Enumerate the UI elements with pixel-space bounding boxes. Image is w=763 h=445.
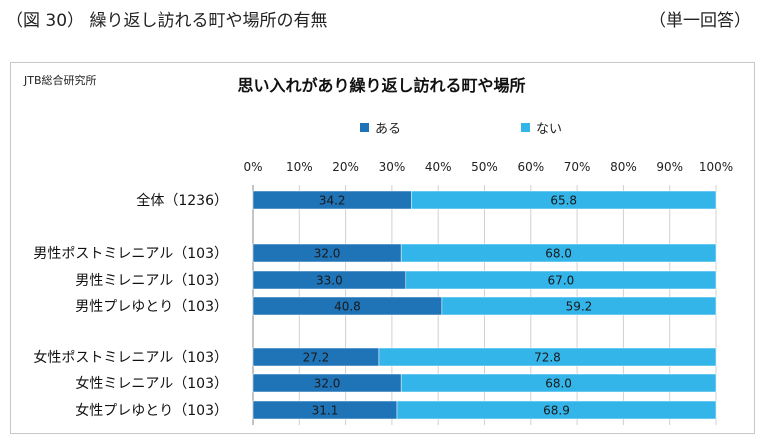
category-label: 男性ポストミレニアル（103） — [33, 246, 228, 262]
data-label: 68.9 — [543, 404, 570, 418]
legend-swatch-yes — [360, 123, 369, 132]
x-tick-label: 30% — [379, 160, 406, 174]
x-tick-label: 80% — [610, 160, 637, 174]
x-tick-label: 40% — [425, 160, 452, 174]
category-label: 全体（1236） — [136, 192, 228, 209]
data-label: 34.2 — [319, 194, 346, 208]
chart-legend: ある ない — [360, 118, 562, 137]
x-tick-label: 90% — [656, 160, 683, 174]
x-tick-label: 10% — [286, 160, 313, 174]
data-label: 68.0 — [545, 247, 572, 261]
answer-type-note: （単一回答） — [649, 11, 751, 31]
data-label: 40.8 — [334, 300, 361, 314]
category-label: 男性プレゆとり（103） — [75, 299, 228, 315]
x-tick-label: 100% — [699, 160, 733, 174]
bar-segment-no — [396, 400, 717, 420]
data-label: 33.0 — [316, 274, 343, 288]
bar-segment-no — [405, 270, 717, 290]
x-tick-label: 60% — [517, 160, 544, 174]
data-label: 67.0 — [548, 274, 575, 288]
x-tick-label: 70% — [564, 160, 591, 174]
legend-label-no: ない — [536, 122, 563, 137]
figure-title: （図 30） 繰り返し訪れる町や場所の有無 — [6, 11, 328, 31]
chart-title: 思い入れがあり繰り返し訪れる町や場所 — [237, 76, 526, 95]
legend-swatch-no — [521, 123, 531, 132]
x-tick-label: 50% — [471, 160, 498, 174]
source-label: JTB総合研究所 — [24, 74, 97, 87]
legend-item-no: ない — [521, 118, 562, 137]
category-label: 女性ミレニアル（103） — [75, 375, 228, 392]
data-label: 32.0 — [314, 247, 341, 261]
data-label: 59.2 — [566, 300, 593, 314]
bar-segment-no — [400, 243, 717, 263]
data-label: 68.0 — [545, 377, 572, 391]
legend-item-yes: ある — [360, 118, 401, 137]
bar-segment-no — [400, 373, 717, 393]
category-label: 男性ミレニアル（103） — [75, 273, 228, 289]
legend-label-yes: ある — [375, 122, 402, 137]
data-label: 31.1 — [312, 404, 339, 418]
x-tick-label: 20% — [332, 160, 359, 174]
data-label: 32.0 — [314, 377, 341, 391]
data-label: 27.2 — [303, 351, 330, 365]
category-label: 女性プレゆとり（103） — [75, 402, 228, 419]
data-label: 72.8 — [534, 351, 561, 365]
bar-segment-no — [411, 190, 717, 210]
bar-segment-no — [441, 296, 717, 316]
data-label: 65.8 — [550, 194, 577, 208]
x-tick-label: 0% — [243, 160, 262, 174]
bar-segment-no — [378, 347, 717, 367]
category-label: 女性ポストミレニアル（103） — [33, 349, 228, 366]
